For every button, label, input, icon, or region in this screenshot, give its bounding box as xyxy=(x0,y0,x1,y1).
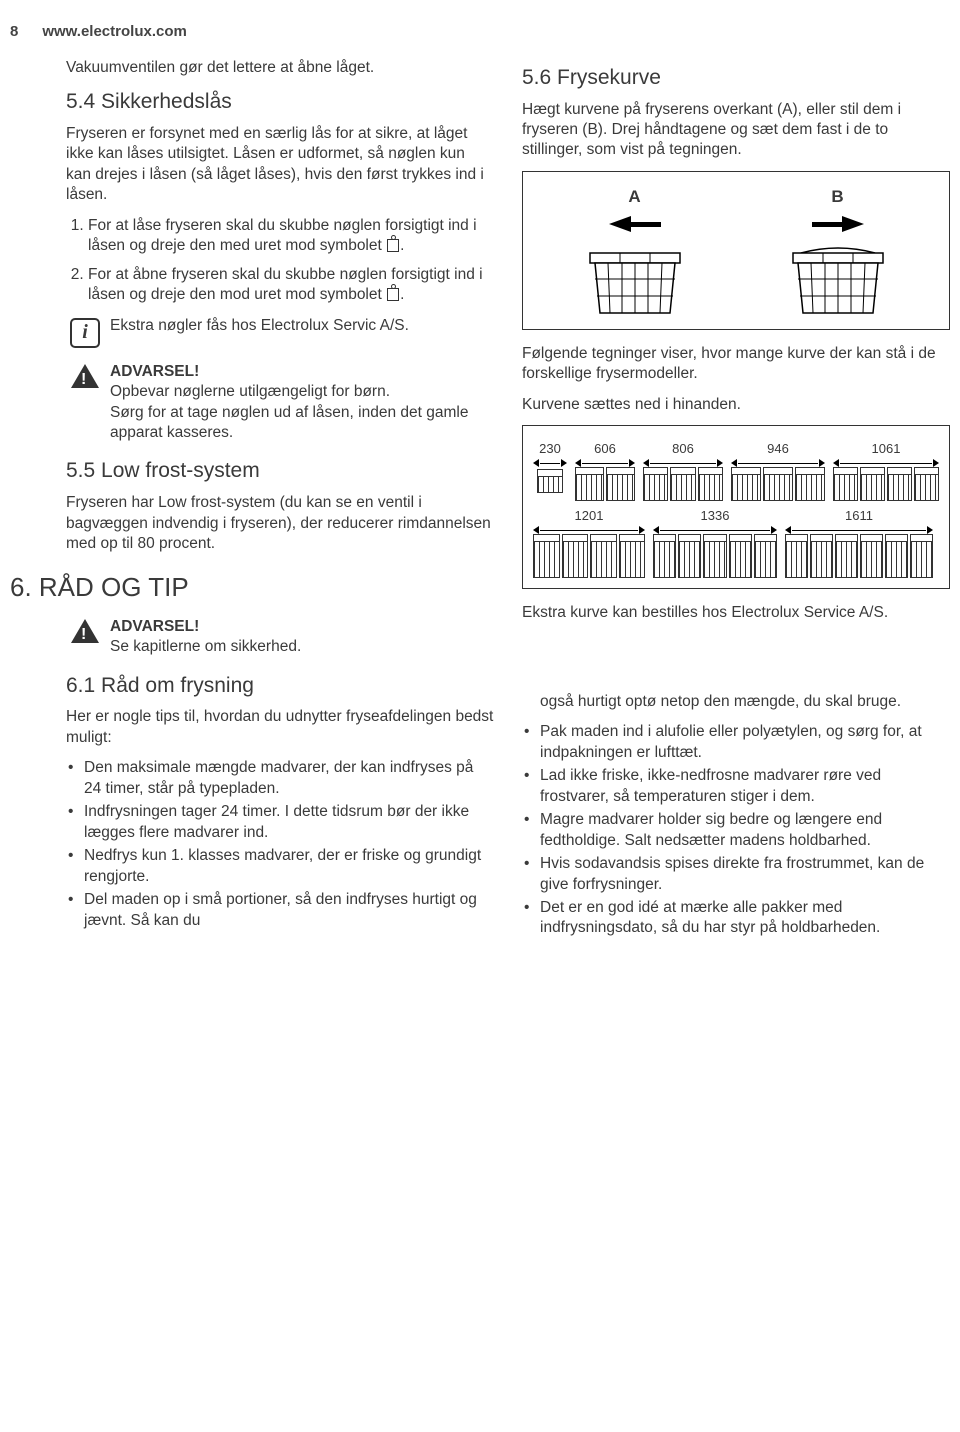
list-item: Magre madvarer holder sig bedre og længe… xyxy=(540,810,950,851)
list-item: Hvis sodavandsis spises direkte fra fros… xyxy=(540,854,950,895)
sec6-warn-body: Se kapitlerne om sikkerhed. xyxy=(110,638,301,655)
warning-text: Opbevar nøglerne utilgængeligt for børn.… xyxy=(110,383,468,441)
sec6-warning: ADVARSEL! Se kapitlerne om sikkerhed. xyxy=(70,617,494,658)
label-a: A xyxy=(533,186,736,208)
warning-note: ADVARSEL! Opbevar nøglerne utilgængeligt… xyxy=(70,362,494,444)
list-item: Lad ikke friske, ikke-nedfrosne madvarer… xyxy=(540,766,950,807)
freezing-tips-right: Pak maden ind i alufolie eller polyætyle… xyxy=(522,722,950,939)
basket-sizes-figure: 230 606 806 946 xyxy=(522,425,950,589)
section-5-4-title: 5.4 Sikkerhedslås xyxy=(66,88,494,116)
list-item: Pak maden ind i alufolie eller polyætyle… xyxy=(540,722,950,763)
list-item: Nedfrys kun 1. klasses madvarer, der er … xyxy=(84,846,494,887)
section-5-5-p: Fryseren har Low frost-system (du kan se… xyxy=(66,493,494,554)
freezing-tips-left: Den maksimale mængde madvarer, der kan i… xyxy=(66,758,494,931)
section-5-6-p4: Ekstra kurve kan bestilles hos Electrolu… xyxy=(522,603,950,623)
basket-ab-figure: A B xyxy=(522,171,950,330)
section-5-6-p3: Kurvene sættes ned i hinanden. xyxy=(522,395,950,415)
section-5-4-p1: Fryseren er forsynet med en særlig lås f… xyxy=(66,124,494,206)
arrow-right-icon xyxy=(736,214,939,234)
dim-1336: 1336 xyxy=(653,507,777,524)
warning-title: ADVARSEL! xyxy=(110,363,199,380)
section-6-1-title: 6.1 Råd om frysning xyxy=(66,672,494,700)
warning-icon xyxy=(71,619,99,643)
lock-steps: For at låse fryseren skal du skubbe nøgl… xyxy=(66,216,494,306)
list-item: Del maden op i små portioner, så den ind… xyxy=(84,890,494,931)
dim-1201: 1201 xyxy=(533,507,645,524)
sizes-row-1: 230 606 806 946 xyxy=(533,440,939,501)
section-5-6-title: 5.6 Frysekurve xyxy=(522,64,950,92)
dim-1061: 1061 xyxy=(833,440,939,457)
page-header: 8 www.electrolux.com xyxy=(10,22,950,42)
section-5-5-title: 5.5 Low frost-system xyxy=(66,457,494,485)
section-5-6-p1: Hægt kurvene på fryserens overkant (A), … xyxy=(522,100,950,161)
list-item: Indfrysningen tager 24 timer. I dette ti… xyxy=(84,802,494,843)
dim-230: 230 xyxy=(533,440,567,457)
warning-icon xyxy=(71,364,99,388)
dim-606: 606 xyxy=(575,440,635,457)
lock-closed-icon xyxy=(387,239,399,252)
section-6-1-intro: Her er nogle tips til, hvordan du udnytt… xyxy=(66,707,494,748)
info-note-body: Ekstra nøgler fås hos Electrolux Servic … xyxy=(110,316,494,348)
dim-1611: 1611 xyxy=(785,507,933,524)
list-item: Den maksimale mængde madvarer, der kan i… xyxy=(84,758,494,799)
right-lead-continuation: også hurtigt optø netop den mængde, du s… xyxy=(522,692,950,712)
lock-step-2: For at åbne fryseren skal du skubbe nøgl… xyxy=(88,265,494,306)
arrow-left-icon xyxy=(533,214,736,234)
section-6-title: 6. RÅD OG TIP xyxy=(10,570,494,604)
header-url: www.electrolux.com xyxy=(42,22,187,42)
sec6-warn-title: ADVARSEL! xyxy=(110,618,199,635)
right-column: 5.6 Frysekurve Hægt kurvene på fryserens… xyxy=(522,58,950,949)
left-column: Vakuumventilen gør det lettere at åbne l… xyxy=(10,58,494,949)
info-icon: i xyxy=(70,318,100,348)
warning-body: ADVARSEL! Opbevar nøglerne utilgængeligt… xyxy=(110,362,494,444)
page-number: 8 xyxy=(10,22,18,42)
label-b: B xyxy=(736,186,939,208)
basket-a-svg xyxy=(580,239,690,319)
lock-step-1: For at låse fryseren skal du skubbe nøgl… xyxy=(88,216,494,257)
lock-open-icon xyxy=(387,288,399,301)
info-note: i Ekstra nøgler fås hos Electrolux Servi… xyxy=(70,316,494,348)
dim-946: 946 xyxy=(731,440,825,457)
main-columns: Vakuumventilen gør det lettere at åbne l… xyxy=(10,58,950,949)
list-item: Det er en god idé at mærke alle pakker m… xyxy=(540,898,950,939)
basket-b: B xyxy=(736,186,939,319)
intro-text: Vakuumventilen gør det lettere at åbne l… xyxy=(66,58,494,78)
sizes-row-2: 1201 1336 1611 xyxy=(533,507,939,578)
section-5-6-p2: Følgende tegninger viser, hvor mange kur… xyxy=(522,344,950,385)
basket-a: A xyxy=(533,186,736,319)
basket-b-svg xyxy=(783,239,893,319)
dim-806: 806 xyxy=(643,440,723,457)
